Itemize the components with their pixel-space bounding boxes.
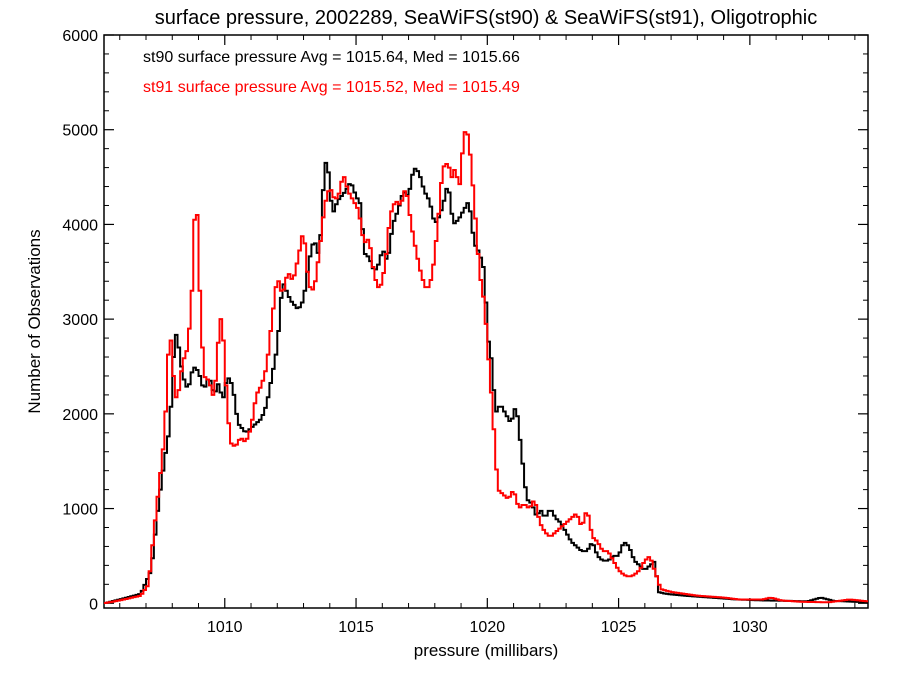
y-tick-label: 4000 (62, 217, 98, 234)
x-tick-label: 1030 (732, 619, 768, 636)
legend-entry-st91: st91 surface pressure Avg = 1015.52, Med… (143, 79, 520, 96)
x-tick-label: 1010 (207, 619, 243, 636)
y-tick-label: 6000 (62, 28, 98, 45)
legend: st90 surface pressure Avg = 1015.64, Med… (143, 49, 520, 96)
y-axis: 0 1000 2000 3000 4000 5000 6000 (62, 28, 868, 613)
y-tick-label: 5000 (62, 123, 98, 140)
x-axis-label: pressure (millibars) (414, 641, 559, 660)
series-line-st91 (104, 131, 868, 605)
y-tick-label: 2000 (62, 407, 98, 424)
chart-title: surface pressure, 2002289, SeaWiFS(st90)… (155, 7, 818, 29)
y-axis-label: Number of Observations (25, 229, 44, 413)
x-tick-label: 1020 (470, 619, 506, 636)
plot-area: 1010 1015 1020 1025 1030 0 1000 2000 3000 4000 50… (62, 28, 869, 636)
plot-frame (103, 34, 869, 609)
y-tick-label: 0 (89, 596, 98, 613)
legend-entry-st90: st90 surface pressure Avg = 1015.64, Med… (143, 49, 520, 66)
series-line-st90 (104, 161, 868, 604)
x-tick-label: 1025 (601, 619, 637, 636)
x-axis: 1010 1015 1020 1025 1030 (119, 35, 856, 636)
y-tick-label: 1000 (62, 502, 98, 519)
y-tick-label: 3000 (62, 312, 98, 329)
x-tick-label: 1015 (338, 619, 374, 636)
series-layer (104, 131, 868, 605)
